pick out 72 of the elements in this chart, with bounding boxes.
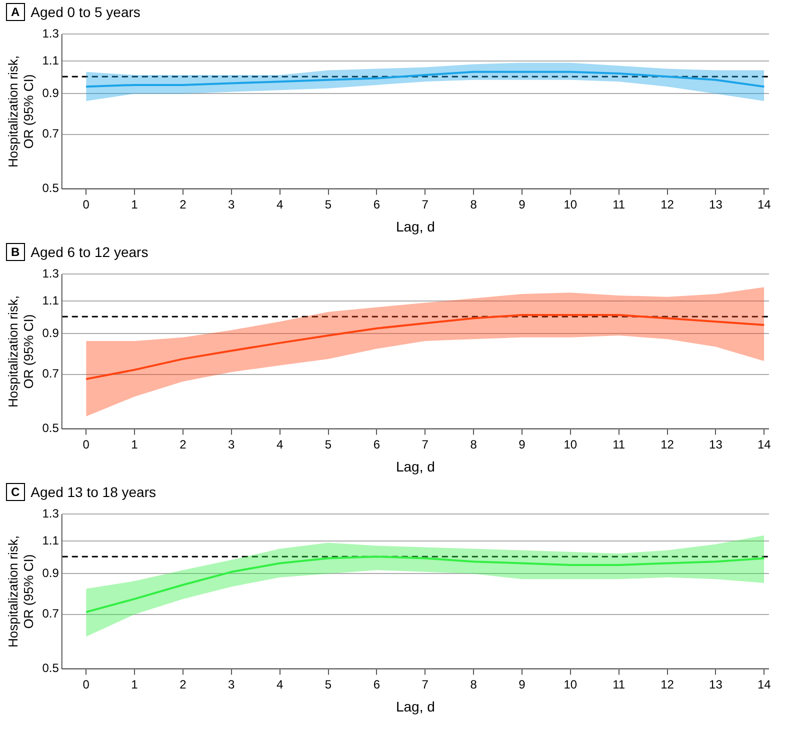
x-tick-label: 7: [422, 197, 429, 212]
x-tick-label: 9: [518, 437, 526, 452]
y-tick-label: 0.5: [42, 181, 60, 196]
x-tick-label: 8: [470, 437, 478, 452]
y-tick-label: 0.9: [42, 566, 60, 580]
y-tick-label: 1.1: [42, 294, 60, 308]
x-tick-label: 10: [564, 437, 578, 452]
chart-title: Aged 13 to 18 years: [30, 484, 156, 500]
y-axis-title: Hospitalization risk, OR (95% CI): [5, 536, 36, 648]
text: B: [6, 243, 25, 261]
x-tick-label: 5: [324, 437, 332, 452]
x-tick-label: 3: [228, 677, 236, 692]
x-tick-label: 10: [564, 197, 578, 212]
y-tick-label: 0.5: [42, 421, 60, 436]
x-tick-label: 13: [709, 437, 723, 452]
x-tick-label: 3: [228, 437, 236, 452]
x-tick-label: 8: [470, 677, 478, 692]
x-tick-label: 6: [373, 437, 380, 452]
x-tick-label: 9: [518, 197, 526, 212]
x-tick-label: 3: [228, 197, 236, 212]
chart-title: Aged 0 to 5 years: [30, 4, 140, 20]
x-tick-label: 7: [422, 437, 429, 452]
text: C: [6, 483, 25, 501]
x-tick-label: 14: [757, 437, 772, 452]
y-tick-label: 0.7: [42, 606, 60, 621]
x-tick-label: 14: [757, 197, 772, 212]
x-tick-label: 1: [131, 197, 138, 212]
x-tick-label: 4: [276, 197, 284, 212]
x-axis-title: Lag, d: [396, 218, 435, 234]
x-tick-label: 10: [564, 677, 578, 692]
x-tick-label: 4: [276, 677, 284, 692]
x-tick-label: 11: [612, 437, 626, 452]
x-tick-label: 2: [180, 437, 187, 452]
x-tick-label: 13: [709, 197, 723, 212]
x-tick-label: 6: [373, 197, 380, 212]
x-tick-label: 5: [324, 677, 332, 692]
y-tick-label: 1.1: [42, 54, 60, 68]
y-tick-label: 1.3: [42, 26, 60, 41]
x-tick-label: 8: [470, 197, 478, 212]
y-tick-label: 0.7: [42, 126, 60, 141]
x-tick-label: 0: [82, 197, 90, 212]
y-axis-title: Hospitalization risk, OR (95% CI): [5, 296, 36, 408]
x-tick-label: 2: [180, 677, 187, 692]
x-tick-label: 13: [709, 677, 723, 692]
x-tick-label: 12: [660, 437, 674, 452]
y-tick-label: 0.7: [42, 366, 60, 381]
x-axis-title: Lag, d: [396, 698, 435, 714]
y-tick-label: 0.9: [42, 86, 60, 100]
x-tick-label: 11: [612, 677, 626, 692]
x-axis-title: Lag, d: [396, 458, 435, 474]
x-tick-label: 11: [612, 197, 626, 212]
chart-title: Aged 6 to 12 years: [30, 244, 148, 260]
x-tick-label: 7: [422, 677, 429, 692]
x-tick-label: 12: [660, 677, 674, 692]
y-tick-label: 1.1: [42, 534, 60, 548]
x-tick-label: 9: [518, 677, 526, 692]
x-tick-label: 12: [660, 197, 674, 212]
x-tick-label: 2: [180, 197, 187, 212]
y-tick-label: 0.5: [42, 661, 60, 676]
x-tick-label: 14: [757, 677, 772, 692]
x-tick-label: 5: [324, 197, 332, 212]
y-tick-label: 1.3: [42, 506, 60, 521]
x-tick-label: 1: [131, 437, 138, 452]
y-axis-title: Hospitalization risk, OR (95% CI): [5, 56, 36, 168]
x-tick-label: 0: [82, 677, 90, 692]
y-tick-label: 1.3: [42, 266, 60, 281]
x-tick-label: 1: [131, 677, 138, 692]
x-tick-label: 6: [373, 677, 380, 692]
x-tick-label: 0: [82, 437, 90, 452]
text: A: [6, 3, 25, 21]
y-tick-label: 0.9: [42, 326, 60, 340]
x-tick-label: 4: [276, 437, 284, 452]
